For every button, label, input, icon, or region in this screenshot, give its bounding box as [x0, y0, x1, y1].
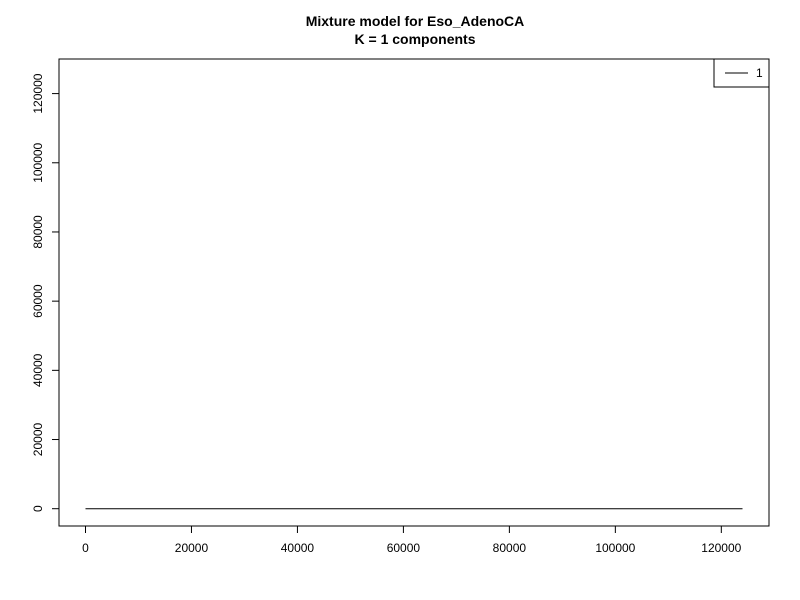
x-tick-label: 40000 — [281, 541, 315, 555]
x-tick-label: 120000 — [701, 541, 741, 555]
x-axis: 0 20000 40000 60000 80000 100000 120000 — [82, 525, 742, 555]
y-tick-label: 80000 — [31, 215, 45, 249]
y-tick-label: 20000 — [31, 423, 45, 457]
legend: 1 — [713, 58, 770, 88]
x-tick-label: 100000 — [595, 541, 635, 555]
plot-frame — [58, 58, 770, 527]
y-tick-label: 120000 — [31, 73, 45, 113]
y-tick-label: 100000 — [31, 142, 45, 182]
x-tick-label: 20000 — [175, 541, 209, 555]
y-tick-label: 0 — [31, 505, 45, 512]
y-tick-label: 60000 — [31, 284, 45, 318]
chart-title-line-2: K = 1 components — [355, 31, 476, 47]
y-axis: 0 20000 40000 60000 80000 100000 120000 — [31, 73, 60, 512]
chart-title-line-1: Mixture model for Eso_AdenoCA — [306, 13, 525, 29]
legend-entry-label: 1 — [756, 66, 763, 80]
y-tick-label: 40000 — [31, 353, 45, 387]
x-tick-label: 80000 — [493, 541, 527, 555]
x-tick-label: 0 — [82, 541, 89, 555]
x-tick-label: 60000 — [387, 541, 421, 555]
